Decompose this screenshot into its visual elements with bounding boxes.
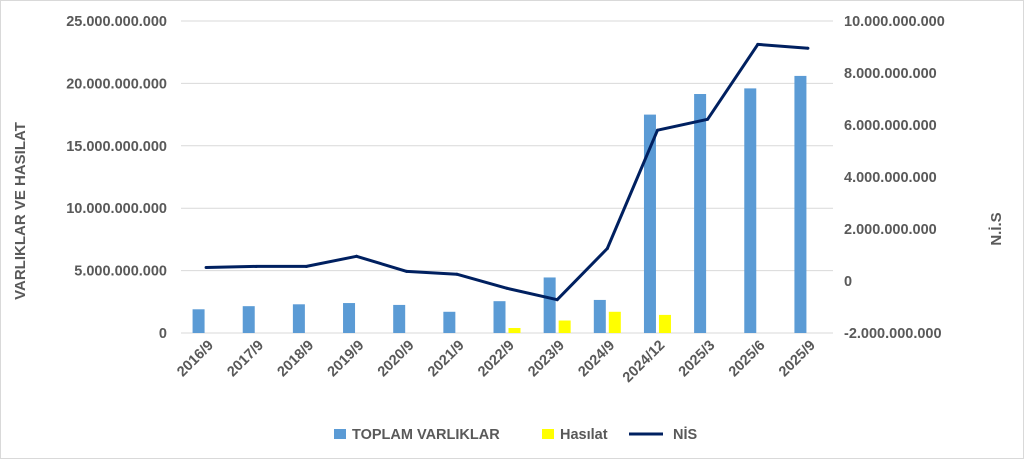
- x-tick-label: 2024/9: [575, 338, 618, 381]
- nis-point: [505, 286, 509, 290]
- bar-toplam-varliklar: [543, 277, 556, 333]
- x-tick-label: 2020/9: [375, 338, 418, 381]
- legend-swatch-hasilat: [542, 429, 554, 439]
- x-tick-label: 2025/9: [776, 338, 819, 381]
- nis-point: [806, 46, 810, 50]
- x-tick-label: 2022/9: [475, 338, 518, 381]
- bar-toplam-varliklar: [393, 304, 406, 333]
- y-tick-label: 0: [159, 326, 167, 342]
- y-tick-label: 15.000.000.000: [66, 139, 167, 155]
- y-tick-label: 20.000.000.000: [66, 76, 167, 92]
- x-tick-label: 2021/9: [425, 338, 468, 381]
- nis-point: [655, 128, 659, 132]
- y-tick-label: 25.000.000.000: [66, 14, 167, 30]
- bar-toplam-varliklar: [493, 301, 506, 333]
- nis-point: [254, 264, 258, 268]
- bar-toplam-varliklar: [643, 114, 656, 333]
- nis-point: [555, 298, 559, 302]
- y-tick-label: 5.000.000.000: [74, 264, 167, 280]
- bar-toplam-varliklar: [292, 304, 305, 333]
- x-tick-label: 2016/9: [174, 338, 217, 381]
- x-tick-label: 2025/3: [676, 338, 719, 381]
- bar-toplam-varliklar: [593, 299, 606, 333]
- bar-toplam-varliklar: [192, 309, 205, 333]
- y2-axis-title: N.İ.S: [988, 212, 1005, 245]
- legend-label-nis: NİS: [673, 426, 698, 443]
- bar-toplam-varliklar: [343, 303, 356, 333]
- y2-tick-label: 2.000.000.000: [844, 222, 937, 238]
- bar-hasilat: [508, 328, 521, 333]
- x-axis-ticks: 2016/9 2017/9 2018/9 2019/9 2020/9 2021/9 2022…: [174, 338, 819, 386]
- y2-tick-label: 10.000.000.000: [844, 14, 945, 30]
- x-tick-label: 2025/6: [726, 338, 769, 381]
- bar-hasilat: [558, 320, 571, 333]
- nis-point: [405, 269, 409, 273]
- nis-point: [355, 254, 359, 258]
- left-axis-ticks: 0 5.000.000.000 10.000.000.000 15.000.000.0…: [66, 14, 167, 342]
- y2-tick-label: 8.000.000.000: [844, 66, 937, 82]
- bar-hasilat: [658, 314, 671, 333]
- bar-toplam-varliklar: [242, 306, 255, 333]
- nis-point: [455, 272, 459, 276]
- bars: [192, 75, 807, 334]
- x-tick-label: 2019/9: [325, 338, 368, 381]
- bar-toplam-varliklar: [744, 88, 757, 333]
- y2-tick-label: -2.000.000.000: [844, 326, 942, 342]
- bar-toplam-varliklar: [694, 94, 707, 334]
- right-axis-ticks: -2.000.000.000 0 2.000.000.000 4.000.000.00…: [844, 14, 945, 342]
- bar-toplam-varliklar: [443, 311, 456, 333]
- gridlines: [181, 20, 833, 334]
- legend-label-toplam-varliklar: TOPLAM VARLIKLAR: [352, 427, 500, 443]
- bar-toplam-varliklar: [794, 75, 807, 334]
- bar-hasilat: [608, 311, 621, 333]
- nis-point: [605, 247, 609, 250]
- x-tick-label: 2018/9: [275, 338, 318, 381]
- x-tick-label: 2017/9: [224, 338, 267, 381]
- legend: TOPLAM VARLIKLAR Hasılat NİS: [334, 426, 698, 443]
- nis-point: [756, 42, 760, 46]
- x-tick-label: 2024/12: [620, 338, 668, 386]
- y-tick-label: 10.000.000.000: [66, 201, 167, 217]
- y2-tick-label: 0: [844, 274, 852, 290]
- legend-swatch-toplam-varliklar: [334, 429, 346, 439]
- nis-line: [204, 42, 810, 302]
- y2-tick-label: 4.000.000.000: [844, 170, 937, 186]
- nis-series-line: [206, 42, 809, 302]
- x-tick-label: 2023/9: [525, 338, 568, 381]
- y-axis-title: VARLIKLAR VE HASILAT: [12, 122, 29, 300]
- legend-label-hasilat: Hasılat: [560, 427, 608, 443]
- nis-point: [304, 264, 308, 268]
- nis-point: [706, 117, 710, 121]
- nis-point: [204, 265, 208, 269]
- y2-tick-label: 6.000.000.000: [844, 118, 937, 134]
